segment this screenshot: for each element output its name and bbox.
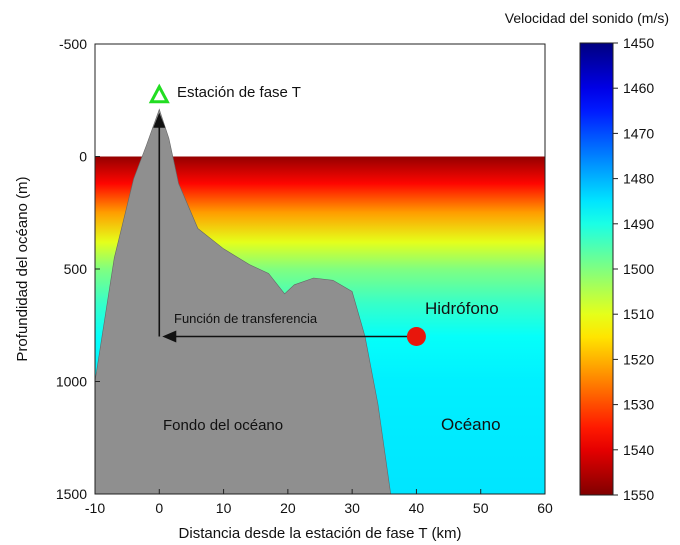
colorbar-label: Velocidad del sonido (m/s) xyxy=(505,10,669,26)
air-region xyxy=(95,44,545,157)
colorbar-tick-label: 1510 xyxy=(623,306,654,322)
colorbar-ticks: 1450 1460 1470 1480 1490 1500 1510 1520 1530 1540… xyxy=(613,35,654,503)
ocean-label: Océano xyxy=(441,415,501,434)
y-tick-label: -500 xyxy=(59,36,87,52)
colorbar-tick-label: 1480 xyxy=(623,171,654,187)
y-tick-label: 500 xyxy=(64,261,88,277)
arrow-left-icon xyxy=(162,330,177,343)
colorbar-tick-label: 1460 xyxy=(623,80,654,96)
colorbar-tick-label: 1490 xyxy=(623,216,654,232)
x-axis-ticks: -10 0 10 20 30 40 50 60 xyxy=(85,489,553,516)
y-tick-label: 1500 xyxy=(56,486,87,502)
hydrophone-dot-icon xyxy=(406,327,426,346)
colorbar-tick-label: 1540 xyxy=(623,442,654,458)
x-tick-label: 10 xyxy=(216,500,232,516)
colorbar-tick-label: 1550 xyxy=(623,487,654,503)
colorbar: Velocidad del sonido (m/s) 1450146014701… xyxy=(505,10,669,503)
x-tick-label: 30 xyxy=(344,500,360,516)
y-tick-label: 0 xyxy=(79,149,87,165)
colorbar-tick-label: 1500 xyxy=(623,261,654,277)
x-axis-label: Distancia desde la estación de fase T (k… xyxy=(179,525,462,542)
x-tick-label: 20 xyxy=(280,500,296,516)
colorbar-tick-label: 1450 xyxy=(623,35,654,51)
path-label: Función de transferencia xyxy=(174,311,318,326)
y-tick-label: 1000 xyxy=(56,374,87,390)
annotations: Estación de fase T Hidrófono Función de … xyxy=(148,83,501,434)
y-axis-ticks: -500 0 500 1000 1500 xyxy=(56,36,100,502)
x-tick-label: 60 xyxy=(537,500,553,516)
colorbar-tick-label: 1520 xyxy=(623,351,654,367)
seafloor-label: Fondo del océano xyxy=(163,417,283,434)
x-tick-label: 0 xyxy=(155,500,163,516)
seafloor-shape xyxy=(95,108,391,494)
colorbar-tick-label: 1530 xyxy=(623,397,654,413)
station-label: Estación de fase T xyxy=(177,84,301,101)
x-tick-label: 50 xyxy=(473,500,489,516)
hydrophone-label: Hidrófono xyxy=(425,299,499,318)
plot-area xyxy=(94,43,546,495)
x-tick-label: -10 xyxy=(85,500,105,516)
colorbar-scale xyxy=(579,42,614,496)
arrow-up-icon xyxy=(153,112,166,128)
colorbar-tick-label: 1470 xyxy=(623,125,654,141)
triangle-station-icon xyxy=(148,83,170,104)
x-tick-label: 40 xyxy=(409,500,425,516)
y-axis-label: Profundidad del océano (m) xyxy=(14,176,31,361)
